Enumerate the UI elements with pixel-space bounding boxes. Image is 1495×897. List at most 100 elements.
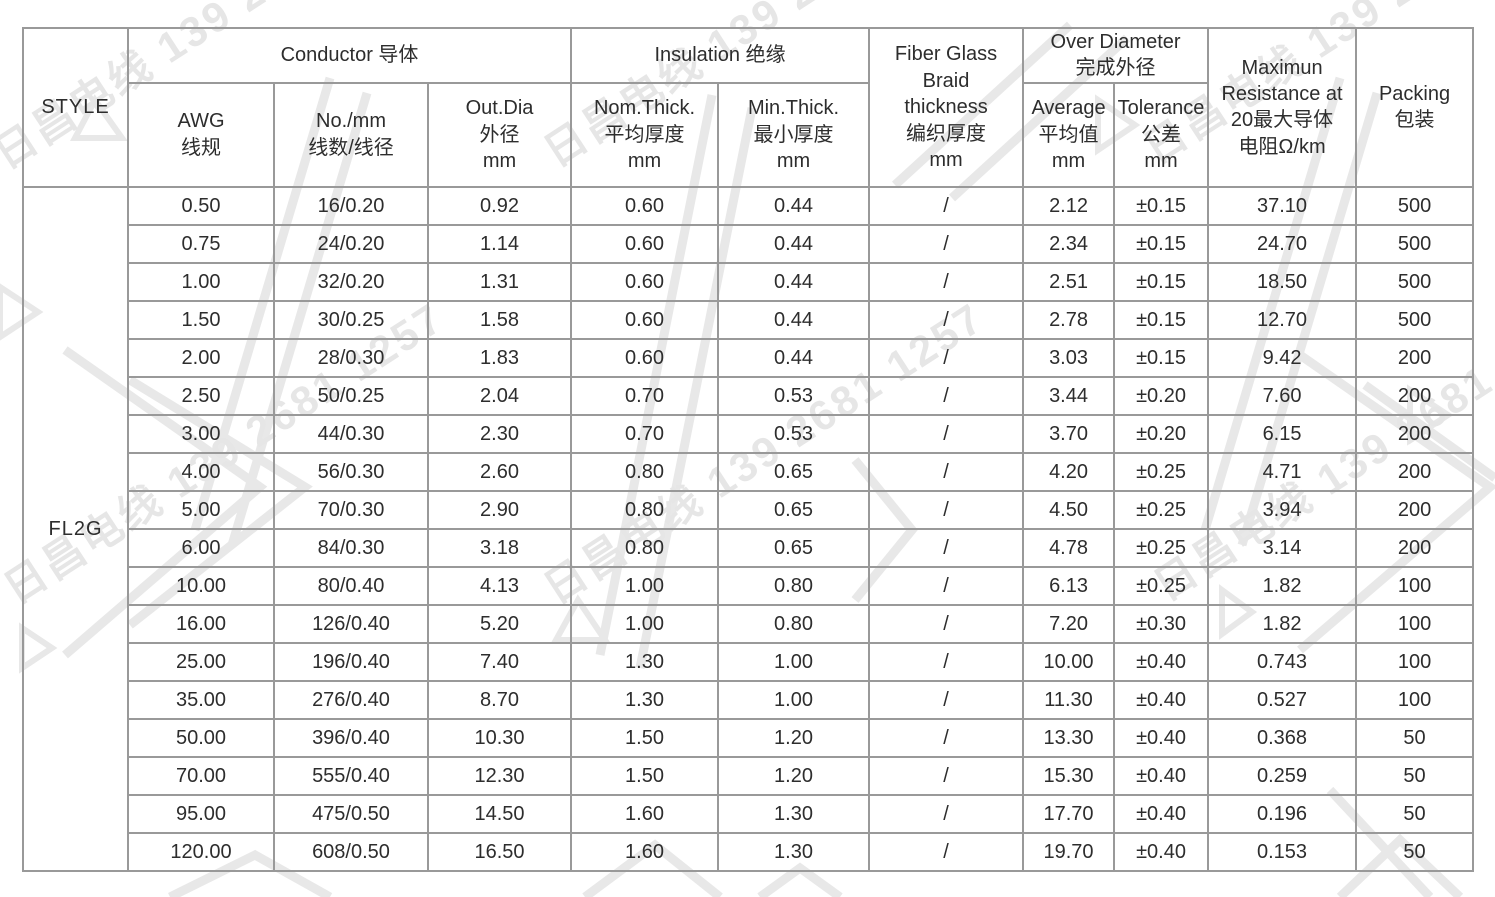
- table-row: 4.00 56/0.30 2.60 0.80 0.65/4.20 ±0.25 4.71 200: [23, 451, 1475, 492]
- header-line: Resistance at: [1221, 83, 1343, 105]
- cell-out_dia: 2.90: [426, 489, 573, 530]
- cell-tolerance: ±0.25: [1113, 451, 1210, 492]
- cell-tolerance: ±0.15: [1113, 261, 1210, 302]
- cell-min_thick: 0.44: [717, 185, 871, 226]
- cell-packing: 200: [1355, 375, 1475, 416]
- header-min-thick: Min.Thick. 最小厚度 mm: [717, 81, 871, 188]
- cell-average: 3.70: [1022, 413, 1116, 454]
- cell-nom_thick: 1.60: [570, 831, 720, 872]
- cell-nom_thick: 0.60: [570, 299, 720, 340]
- cell-awg: 4.00: [127, 451, 275, 492]
- cell-average: 2.12: [1022, 185, 1116, 226]
- cell-nom_thick: 1.00: [570, 603, 720, 644]
- header-line: mm: [482, 149, 517, 172]
- cell-nom_thick: 0.60: [570, 337, 720, 378]
- cell-resistance: 3.94: [1207, 489, 1358, 530]
- cell-min_thick: 1.30: [717, 831, 871, 872]
- cell-fiber_glass: /: [868, 641, 1025, 682]
- cell-resistance: 24.70: [1207, 223, 1358, 264]
- cell-awg: 10.00: [127, 565, 275, 606]
- cell-no_mm: 50/0.25: [273, 375, 429, 416]
- header-packing: Packing 包装: [1355, 27, 1475, 188]
- cell-min_thick: 1.00: [717, 641, 871, 682]
- cell-nom_thick: 1.30: [570, 641, 720, 682]
- header-line: 完成外径: [1075, 57, 1156, 80]
- header-line: 外径: [479, 123, 520, 146]
- header-line: mm: [1051, 149, 1086, 172]
- cell-fiber_glass: /: [868, 299, 1025, 340]
- cell-awg: 6.00: [127, 527, 275, 568]
- cell-awg: 35.00: [127, 679, 275, 720]
- cell-min_thick: 0.53: [717, 375, 871, 416]
- cell-packing: 100: [1355, 679, 1475, 720]
- cell-average: 3.44: [1022, 375, 1116, 416]
- cell-awg: 95.00: [127, 793, 275, 834]
- header-line: Out.Dia: [465, 97, 534, 120]
- cell-fiber_glass: /: [868, 489, 1025, 530]
- table-row: 3.00 44/0.30 2.30 0.70 0.53/3.70 ±0.20 6.15 200: [23, 413, 1475, 454]
- cell-no_mm: 80/0.40: [273, 565, 429, 606]
- cell-resistance: 0.368: [1207, 717, 1358, 758]
- header-line: Fiber Glass: [894, 43, 998, 66]
- cell-nom_thick: 0.60: [570, 223, 720, 264]
- cell-out_dia: 12.30: [426, 755, 573, 796]
- cell-out_dia: 14.50: [426, 793, 573, 834]
- cell-out_dia: 1.58: [426, 299, 573, 340]
- cell-resistance: 1.82: [1207, 603, 1358, 644]
- cell-min_thick: 0.65: [717, 451, 871, 492]
- cell-min_thick: 1.30: [717, 793, 871, 834]
- cell-average: 19.70: [1022, 831, 1116, 872]
- cell-average: 2.78: [1022, 299, 1116, 340]
- cell-resistance: 0.527: [1207, 679, 1358, 720]
- cell-packing: 100: [1355, 641, 1475, 682]
- header-line: 最小厚度: [753, 123, 834, 146]
- header-line: No./mm: [316, 110, 386, 133]
- cell-resistance: 18.50: [1207, 261, 1358, 302]
- cell-no_mm: 44/0.30: [273, 413, 429, 454]
- cell-out_dia: 10.30: [426, 717, 573, 758]
- cell-fiber_glass: /: [868, 185, 1025, 226]
- cell-no_mm: 555/0.40: [273, 755, 429, 796]
- cell-awg: 3.00: [127, 413, 275, 454]
- cell-fiber_glass: /: [868, 223, 1025, 264]
- cell-tolerance: ±0.25: [1113, 527, 1210, 568]
- cell-min_thick: 0.65: [717, 489, 871, 530]
- cell-no_mm: 396/0.40: [273, 717, 429, 758]
- header-out-dia: Out.Dia 外径 mm: [426, 81, 573, 188]
- cell-average: 4.50: [1022, 489, 1116, 530]
- header-average: Average 平均值 mm: [1022, 81, 1116, 188]
- cell-out_dia: 5.20: [426, 603, 573, 644]
- cell-min_thick: 0.44: [717, 299, 871, 340]
- cell-tolerance: ±0.40: [1113, 679, 1210, 720]
- cell-fiber_glass: /: [868, 261, 1025, 302]
- cell-average: 11.30: [1022, 679, 1116, 720]
- cell-no_mm: 24/0.20: [273, 223, 429, 264]
- header-line: 平均厚度: [604, 123, 685, 146]
- cell-out_dia: 4.13: [426, 565, 573, 606]
- table-row: 10.00 80/0.40 4.13 1.00 0.80/6.13 ±0.25 1.82 10…: [23, 565, 1475, 606]
- cell-out_dia: 2.30: [426, 413, 573, 454]
- cell-fiber_glass: /: [868, 451, 1025, 492]
- cell-no_mm: 608/0.50: [273, 831, 429, 872]
- cell-no_mm: 28/0.30: [273, 337, 429, 378]
- cell-resistance: 12.70: [1207, 299, 1358, 340]
- header-line: 编织厚度: [906, 122, 987, 145]
- style-value-cell: FL2G: [22, 185, 129, 872]
- cell-min_thick: 0.44: [717, 337, 871, 378]
- cell-fiber_glass: /: [868, 793, 1025, 834]
- header-line: 20最大导体: [1230, 109, 1334, 132]
- cell-min_thick: 1.00: [717, 679, 871, 720]
- cell-tolerance: ±0.15: [1113, 337, 1210, 378]
- cell-awg: 120.00: [127, 831, 275, 872]
- table-row: 50.00 396/0.40 10.30 1.50 1.20/13.30 ±0.40 0.3…: [23, 717, 1475, 758]
- table-row: 25.00 196/0.40 7.40 1.30 1.00/10.00 ±0.40 0.74…: [23, 641, 1475, 682]
- cell-fiber_glass: /: [868, 679, 1025, 720]
- header-line: 平均值: [1038, 123, 1099, 146]
- cell-fiber_glass: /: [868, 755, 1025, 796]
- header-line: Average: [1031, 97, 1106, 120]
- cell-average: 7.20: [1022, 603, 1116, 644]
- cell-no_mm: 56/0.30: [273, 451, 429, 492]
- header-line: mm: [627, 149, 662, 172]
- cell-out_dia: 1.83: [426, 337, 573, 378]
- cell-awg: 0.75: [127, 223, 275, 264]
